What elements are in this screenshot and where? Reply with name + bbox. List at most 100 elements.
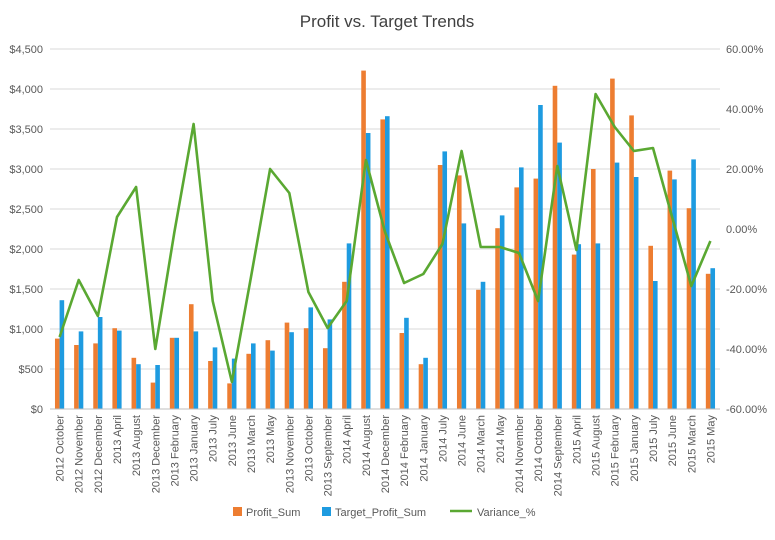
target-profit-sum-bar bbox=[212, 347, 218, 409]
right-tick-label: 40.00% bbox=[726, 104, 764, 116]
target-profit-sum-bar bbox=[595, 243, 601, 409]
profit-sum-bar bbox=[418, 364, 424, 409]
left-tick-label: $4,000 bbox=[9, 84, 43, 96]
category-label: 2014 June bbox=[457, 415, 469, 466]
category-label: 2013 June bbox=[227, 415, 239, 466]
chart-title: Profit vs. Target Trends bbox=[300, 12, 474, 31]
category-label: 2014 April bbox=[342, 415, 354, 464]
target-profit-sum-bar bbox=[136, 364, 141, 409]
profit-sum-bar bbox=[399, 333, 405, 409]
target-profit-sum-bar bbox=[155, 365, 160, 409]
left-tick-label: $500 bbox=[19, 364, 43, 376]
target-profit-sum-bar bbox=[499, 215, 505, 409]
profit-sum-bar bbox=[495, 228, 500, 409]
category-label: 2014 October bbox=[533, 415, 545, 482]
profit-sum-bar bbox=[571, 254, 577, 409]
profit-sum-bar bbox=[246, 353, 251, 409]
profit-sum-bar bbox=[590, 169, 596, 409]
left-tick-label: $4,500 bbox=[9, 44, 43, 56]
right-tick-label: -20.00% bbox=[726, 284, 767, 296]
target-profit-sum-bar bbox=[480, 281, 486, 409]
target-profit-sum-bar bbox=[251, 343, 256, 409]
target-profit-sum-bar bbox=[538, 105, 543, 409]
profit-sum-bar bbox=[610, 78, 615, 409]
target-profit-sum-bar bbox=[346, 243, 352, 409]
profit-sum-bar bbox=[284, 322, 290, 409]
profit-sum-bar bbox=[476, 289, 481, 409]
category-label: 2015 May bbox=[705, 415, 717, 464]
category-label: 2012 December bbox=[93, 415, 105, 494]
target-profit-sum-bar bbox=[117, 330, 122, 409]
profit-sum-bar bbox=[112, 328, 117, 409]
profit-sum-bar bbox=[629, 115, 634, 410]
category-label: 2015 August bbox=[591, 415, 603, 476]
legend-label: Profit_Sum bbox=[246, 507, 300, 519]
profit-sum-bar bbox=[686, 208, 692, 409]
left-tick-label: $2,000 bbox=[9, 244, 43, 256]
profit-sum-bar bbox=[227, 383, 232, 409]
right-tick-label: 0.00% bbox=[726, 224, 757, 236]
target-profit-sum-bar bbox=[193, 331, 199, 409]
profit-sum-bar bbox=[303, 328, 309, 409]
category-label: 2013 February bbox=[169, 415, 181, 487]
profit-sum-bar bbox=[265, 340, 271, 409]
category-label: 2015 February bbox=[610, 415, 622, 487]
target-profit-sum-bar bbox=[653, 281, 658, 409]
right-tick-label: 60.00% bbox=[726, 44, 764, 56]
target-profit-sum-bar bbox=[231, 358, 237, 409]
variance-line bbox=[58, 92, 712, 384]
profit-sum-bar bbox=[514, 187, 519, 409]
profit-sum-bar bbox=[342, 281, 347, 409]
left-tick-label: $1,000 bbox=[9, 324, 43, 336]
category-label: 2014 August bbox=[361, 415, 373, 476]
category-label: 2013 December bbox=[150, 415, 162, 494]
target-profit-sum-bar bbox=[691, 159, 696, 409]
category-label: 2013 November bbox=[284, 415, 296, 494]
target-profit-sum-bar bbox=[174, 337, 180, 409]
profit-sum-bar bbox=[552, 85, 558, 410]
profit-sum-bar bbox=[188, 304, 194, 409]
left-tick-label: $1,500 bbox=[9, 284, 43, 296]
target-profit-sum-bar bbox=[423, 357, 428, 409]
target-profit-sum-bar bbox=[289, 332, 294, 409]
profit-sum-bar bbox=[54, 338, 60, 409]
category-label: 2012 October bbox=[55, 415, 67, 482]
category-label: 2014 November bbox=[514, 415, 526, 494]
right-tick-label: 20.00% bbox=[726, 164, 764, 176]
profit-sum-bar bbox=[380, 119, 385, 410]
profit-sum-bar bbox=[705, 273, 711, 409]
target-profit-sum-bar bbox=[614, 162, 620, 409]
category-label: 2013 July bbox=[208, 415, 220, 463]
legend-swatch bbox=[233, 507, 242, 516]
profit-sum-bar bbox=[667, 170, 673, 409]
category-label: 2013 January bbox=[189, 415, 201, 482]
category-label: 2014 March bbox=[476, 415, 488, 473]
profit-sum-bar bbox=[361, 70, 366, 409]
target-profit-sum-bar bbox=[270, 350, 275, 409]
target-profit-sum-bar bbox=[442, 151, 448, 409]
target-profit-sum-bar bbox=[385, 116, 390, 409]
left-tick-label: $0 bbox=[31, 404, 43, 416]
profit-sum-bar bbox=[437, 165, 443, 409]
target-profit-sum-bar bbox=[461, 223, 467, 409]
category-label: 2014 July bbox=[437, 415, 449, 463]
left-value-axis: $0 $500 $1,000 $1,500 $2,000 $2,500 $3,000 $3,5… bbox=[9, 44, 43, 416]
category-label: 2015 June bbox=[667, 415, 679, 466]
target-profit-sum-bar bbox=[308, 307, 314, 409]
profit-sum-bar bbox=[169, 337, 175, 409]
target-profit-sum-bar bbox=[710, 268, 716, 409]
target-profit-sum-bar bbox=[404, 317, 409, 409]
category-label: 2013 September bbox=[323, 415, 335, 497]
category-label: 2013 March bbox=[246, 415, 258, 473]
category-label: 2013 May bbox=[265, 415, 277, 464]
profit-sum-bar bbox=[208, 361, 213, 409]
target-profit-sum-bar bbox=[59, 300, 65, 409]
right-tick-label: -60.00% bbox=[726, 404, 767, 416]
target-profit-sum-bar bbox=[633, 177, 639, 409]
category-label: 2012 November bbox=[74, 415, 86, 494]
line-series-group bbox=[58, 92, 712, 384]
target-profit-sum-bar bbox=[557, 142, 562, 409]
profit-sum-bar bbox=[456, 175, 462, 409]
